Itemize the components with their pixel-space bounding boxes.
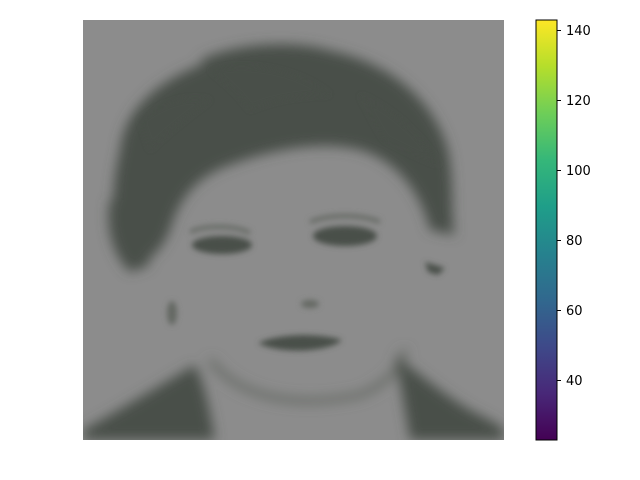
colorbar-tick-label: 40 — [566, 374, 583, 389]
hair-strands — [140, 66, 445, 275]
heatmap-image — [83, 20, 504, 440]
colorbar-tick-label: 100 — [566, 164, 591, 179]
colorbar-gradient — [535, 19, 558, 441]
colorbar-tick-label: 80 — [566, 234, 583, 249]
colorbar: 40 60 80 100 120 140 — [535, 19, 591, 441]
shoulders-region — [83, 349, 504, 440]
face-features — [167, 214, 381, 351]
colorbar-ticks: 40 60 80 100 120 140 — [557, 24, 591, 389]
colorbar-tick-label: 140 — [566, 24, 591, 39]
colorbar-tick-label: 120 — [566, 94, 591, 109]
colorbar-tick-label: 60 — [566, 304, 583, 319]
